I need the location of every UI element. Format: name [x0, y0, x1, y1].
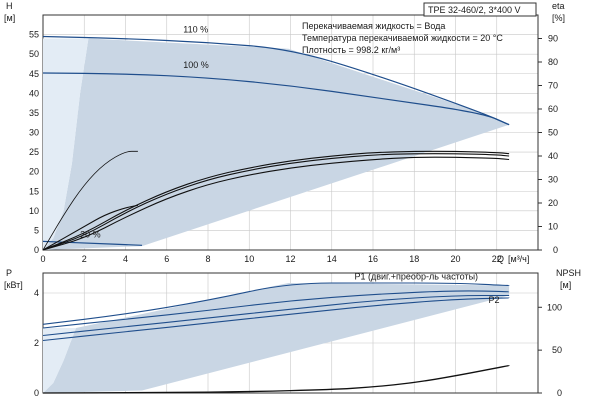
power-series-label: P1 (двиг.+преобр-ль частоты): [354, 271, 478, 281]
bottom-y-right-tick-label: 0: [557, 388, 562, 398]
top-x-tick-label: 10: [244, 254, 254, 264]
top-x-tick-label: 4: [123, 254, 128, 264]
top-y-right-tick-label: 10: [548, 222, 558, 232]
bottom-operating-envelope: [43, 283, 510, 393]
xlabel-unit: [м³/ч]: [508, 254, 529, 264]
liquid-note-line: Температура перекачиваемой жидкости = 20…: [302, 33, 503, 43]
bottom-y-left-tick-label: 0: [34, 388, 39, 398]
top-y-right-tick-label: 60: [548, 104, 558, 114]
top-x-tick-label: 14: [327, 254, 337, 264]
bottom-y-left-tick-label: 2: [34, 338, 39, 348]
top-y-left-tick-label: 20: [29, 167, 39, 177]
top-x-tick-label: 20: [450, 254, 460, 264]
bottom-ylabel-right-unit: [м]: [560, 280, 571, 290]
top-y-left-tick-label: 10: [29, 206, 39, 216]
bottom-ylabel-right: NPSH: [556, 268, 581, 278]
efficiency-curve-0: [42, 150, 138, 251]
efficiency-curve-3: [42, 156, 510, 251]
liquid-note-line: Перекачиваемая жидкость = Вода: [302, 21, 445, 31]
bottom-y-left-tick-label: 4: [34, 288, 39, 298]
top-y-right-tick-label: 50: [548, 128, 558, 138]
head-curve-0: [42, 35, 510, 126]
speed-curve-label: 100 %: [183, 60, 209, 70]
bottom-ylabel-left: P: [6, 268, 12, 278]
top-y-right-tick-label: 30: [548, 175, 558, 185]
bottom-y-right-tick-label: 50: [552, 345, 562, 355]
top-y-left-tick-label: 45: [29, 69, 39, 79]
speed-curve-label: 110 %: [183, 25, 208, 35]
top-y-right-tick-label: 20: [548, 198, 558, 208]
top-ylabel-right-unit: [%]: [552, 13, 565, 23]
top-x-tick-label: 0: [40, 254, 45, 264]
efficiency-curve-4: [42, 204, 139, 251]
bottom-envelope-inner: [43, 328, 76, 393]
power-curve-3: [42, 297, 510, 342]
top-y-right-tick-label: 0: [553, 245, 558, 255]
top-ylabel-right: eta: [552, 1, 565, 11]
top-y-left-tick-label: 5: [34, 225, 39, 235]
bottom-ylabel-left-unit: [кВт]: [4, 280, 23, 290]
top-y-left-tick-label: 35: [29, 108, 39, 118]
power-series-label: P2: [489, 295, 500, 305]
head-curve-1: [42, 72, 510, 126]
top-envelope-inner: [43, 38, 89, 250]
top-y-left-tick-label: 25: [29, 147, 39, 157]
top-y-left-tick-label: 40: [29, 88, 39, 98]
top-x-tick-label: 18: [409, 254, 419, 264]
top-y-right-tick-label: 70: [548, 81, 558, 91]
power-curve-2: [42, 294, 510, 337]
top-x-tick-label: 8: [205, 254, 210, 264]
efficiency-curve-2: [42, 153, 510, 251]
top-y-left-tick-label: 0: [34, 245, 39, 255]
top-x-tick-label: 12: [285, 254, 295, 264]
model-label: TPE 32-460/2, 3*400 V: [428, 5, 521, 15]
npsh-curve: [42, 364, 510, 394]
top-ylabel-left: H: [6, 1, 13, 11]
xlabel: Q: [497, 254, 504, 264]
top-ylabel-left-unit: [м]: [4, 13, 15, 23]
liquid-note-line: Плотность = 998.2 кг/м³: [302, 45, 400, 55]
efficiency-curve-1: [42, 150, 510, 251]
top-y-right-tick-label: 90: [548, 34, 558, 44]
model-box-border: [423, 2, 537, 17]
bottom-y-right-tick-label: 100: [547, 302, 562, 312]
top-y-left-tick-label: 15: [29, 186, 39, 196]
top-y-left-tick-label: 50: [29, 49, 39, 59]
top-y-right-tick-label: 80: [548, 57, 558, 67]
speed-curve-label: 20 %: [80, 229, 101, 239]
top-x-tick-label: 2: [82, 254, 87, 264]
top-x-tick-label: 16: [368, 254, 378, 264]
top-y-left-tick-label: 30: [29, 128, 39, 138]
top-operating-envelope: [43, 38, 510, 250]
power-curve-1: [42, 290, 510, 329]
top-x-tick-label: 22: [492, 254, 502, 264]
top-y-left-tick-label: 55: [29, 30, 39, 40]
top-x-tick-label: 6: [164, 254, 169, 264]
model-box: TPE 32-460/2, 3*400 V: [423, 2, 537, 17]
top-y-right-tick-label: 40: [548, 151, 558, 161]
power-curve-0: [42, 282, 510, 325]
